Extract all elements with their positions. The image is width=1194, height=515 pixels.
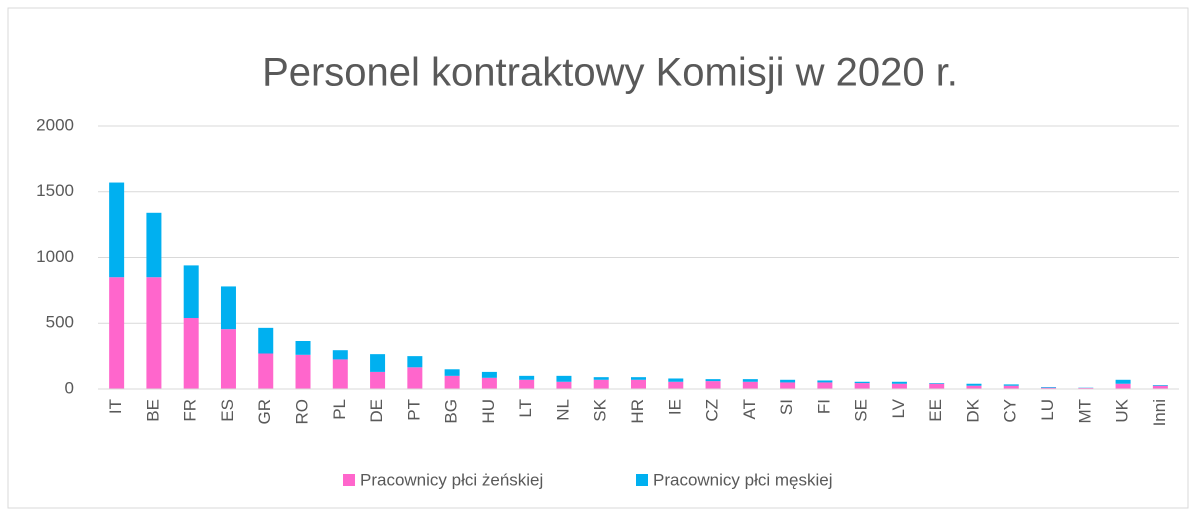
x-tick-label: IT bbox=[106, 399, 125, 414]
x-tick-label: EE bbox=[926, 399, 945, 422]
bar bbox=[594, 380, 609, 389]
x-tick-label: SI bbox=[777, 399, 796, 415]
bar bbox=[1153, 385, 1168, 386]
bar bbox=[445, 376, 460, 389]
bar bbox=[1041, 387, 1056, 388]
bar bbox=[184, 318, 199, 389]
x-tick-label: Inni bbox=[1150, 399, 1169, 426]
bar bbox=[370, 372, 385, 389]
bar bbox=[296, 355, 311, 389]
legend-label: Pracownicy płci męskiej bbox=[653, 470, 833, 489]
bar bbox=[855, 383, 870, 389]
x-tick-label: HU bbox=[479, 399, 498, 424]
chart-title: Personel kontraktowy Komisji w 2020 r. bbox=[262, 51, 958, 95]
bar bbox=[556, 376, 571, 382]
y-tick-label: 500 bbox=[46, 313, 74, 332]
bar bbox=[109, 183, 124, 278]
bar bbox=[1004, 384, 1019, 385]
x-tick-label: ES bbox=[218, 399, 237, 422]
x-tick-label: CZ bbox=[703, 399, 722, 422]
legend-label: Pracownicy płci żeńskiej bbox=[360, 470, 543, 489]
x-tick-label: BG bbox=[442, 399, 461, 424]
bar bbox=[743, 379, 758, 382]
bar bbox=[296, 341, 311, 355]
bar bbox=[556, 382, 571, 389]
x-tick-label: PT bbox=[404, 399, 423, 421]
bar bbox=[892, 384, 907, 389]
bar bbox=[1116, 384, 1131, 389]
legend-swatch bbox=[636, 474, 648, 486]
x-tick-label: LV bbox=[889, 398, 908, 418]
x-tick-label: IE bbox=[665, 399, 684, 415]
y-tick-label: 0 bbox=[65, 378, 74, 397]
bar bbox=[668, 382, 683, 389]
bar bbox=[333, 359, 348, 389]
bar bbox=[482, 372, 497, 378]
bar bbox=[929, 383, 944, 384]
bar bbox=[817, 380, 832, 382]
x-tick-label: MT bbox=[1075, 399, 1094, 424]
bar bbox=[109, 277, 124, 389]
bar bbox=[780, 380, 795, 383]
bar bbox=[258, 328, 273, 354]
legend-swatch bbox=[343, 474, 355, 486]
bar bbox=[594, 377, 609, 380]
x-tick-label: FR bbox=[181, 399, 200, 422]
x-tick-label: LU bbox=[1038, 399, 1057, 421]
bar bbox=[780, 382, 795, 389]
bar bbox=[333, 350, 348, 359]
bar bbox=[407, 356, 422, 367]
x-tick-label: GR bbox=[255, 399, 274, 425]
bar bbox=[743, 382, 758, 389]
bar bbox=[407, 367, 422, 389]
x-tick-label: UK bbox=[1113, 398, 1132, 422]
bar bbox=[482, 378, 497, 389]
bar bbox=[631, 377, 646, 380]
bar bbox=[258, 353, 273, 389]
x-tick-label: RO bbox=[293, 399, 312, 425]
y-tick-label: 2000 bbox=[36, 115, 74, 134]
bar bbox=[221, 286, 236, 329]
bar bbox=[855, 382, 870, 383]
x-tick-label: BE bbox=[143, 399, 162, 422]
x-tick-label: DK bbox=[963, 398, 982, 422]
x-tick-label: FI bbox=[814, 399, 833, 414]
x-tick-label: SE bbox=[852, 399, 871, 422]
bar bbox=[631, 380, 646, 389]
bar bbox=[519, 380, 534, 389]
x-tick-label: NL bbox=[553, 399, 572, 421]
bar bbox=[1116, 380, 1131, 384]
x-tick-label: AT bbox=[740, 399, 759, 419]
bar bbox=[817, 382, 832, 389]
bar bbox=[668, 378, 683, 381]
bar bbox=[929, 384, 944, 389]
bar bbox=[706, 379, 721, 381]
bar bbox=[519, 376, 534, 380]
bar bbox=[706, 381, 721, 389]
bar bbox=[966, 384, 981, 386]
x-tick-label: DE bbox=[367, 399, 386, 423]
bar bbox=[221, 329, 236, 389]
x-tick-label: HR bbox=[628, 399, 647, 424]
y-tick-label: 1000 bbox=[36, 247, 74, 266]
x-tick-label: LT bbox=[516, 399, 535, 418]
bar bbox=[370, 354, 385, 372]
bar bbox=[146, 277, 161, 389]
bar bbox=[445, 369, 460, 376]
bar bbox=[892, 382, 907, 384]
x-tick-label: CY bbox=[1001, 399, 1020, 423]
y-tick-label: 1500 bbox=[36, 181, 74, 200]
x-tick-label: SK bbox=[591, 398, 610, 421]
x-tick-label: PL bbox=[330, 399, 349, 420]
bar bbox=[146, 213, 161, 277]
bar bbox=[184, 265, 199, 318]
